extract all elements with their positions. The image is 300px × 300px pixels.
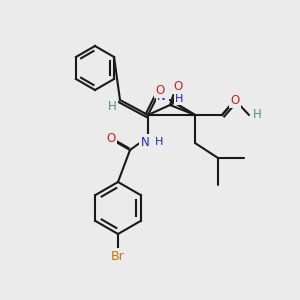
Text: N: N xyxy=(157,89,166,103)
Text: O: O xyxy=(155,83,165,97)
Text: Br: Br xyxy=(111,250,125,262)
Text: N: N xyxy=(141,136,149,148)
Text: H: H xyxy=(155,137,164,147)
Text: H: H xyxy=(253,109,262,122)
Text: H: H xyxy=(108,100,116,113)
Text: O: O xyxy=(230,94,240,106)
Text: H: H xyxy=(175,94,183,104)
Text: O: O xyxy=(106,133,116,146)
Text: O: O xyxy=(173,80,183,92)
